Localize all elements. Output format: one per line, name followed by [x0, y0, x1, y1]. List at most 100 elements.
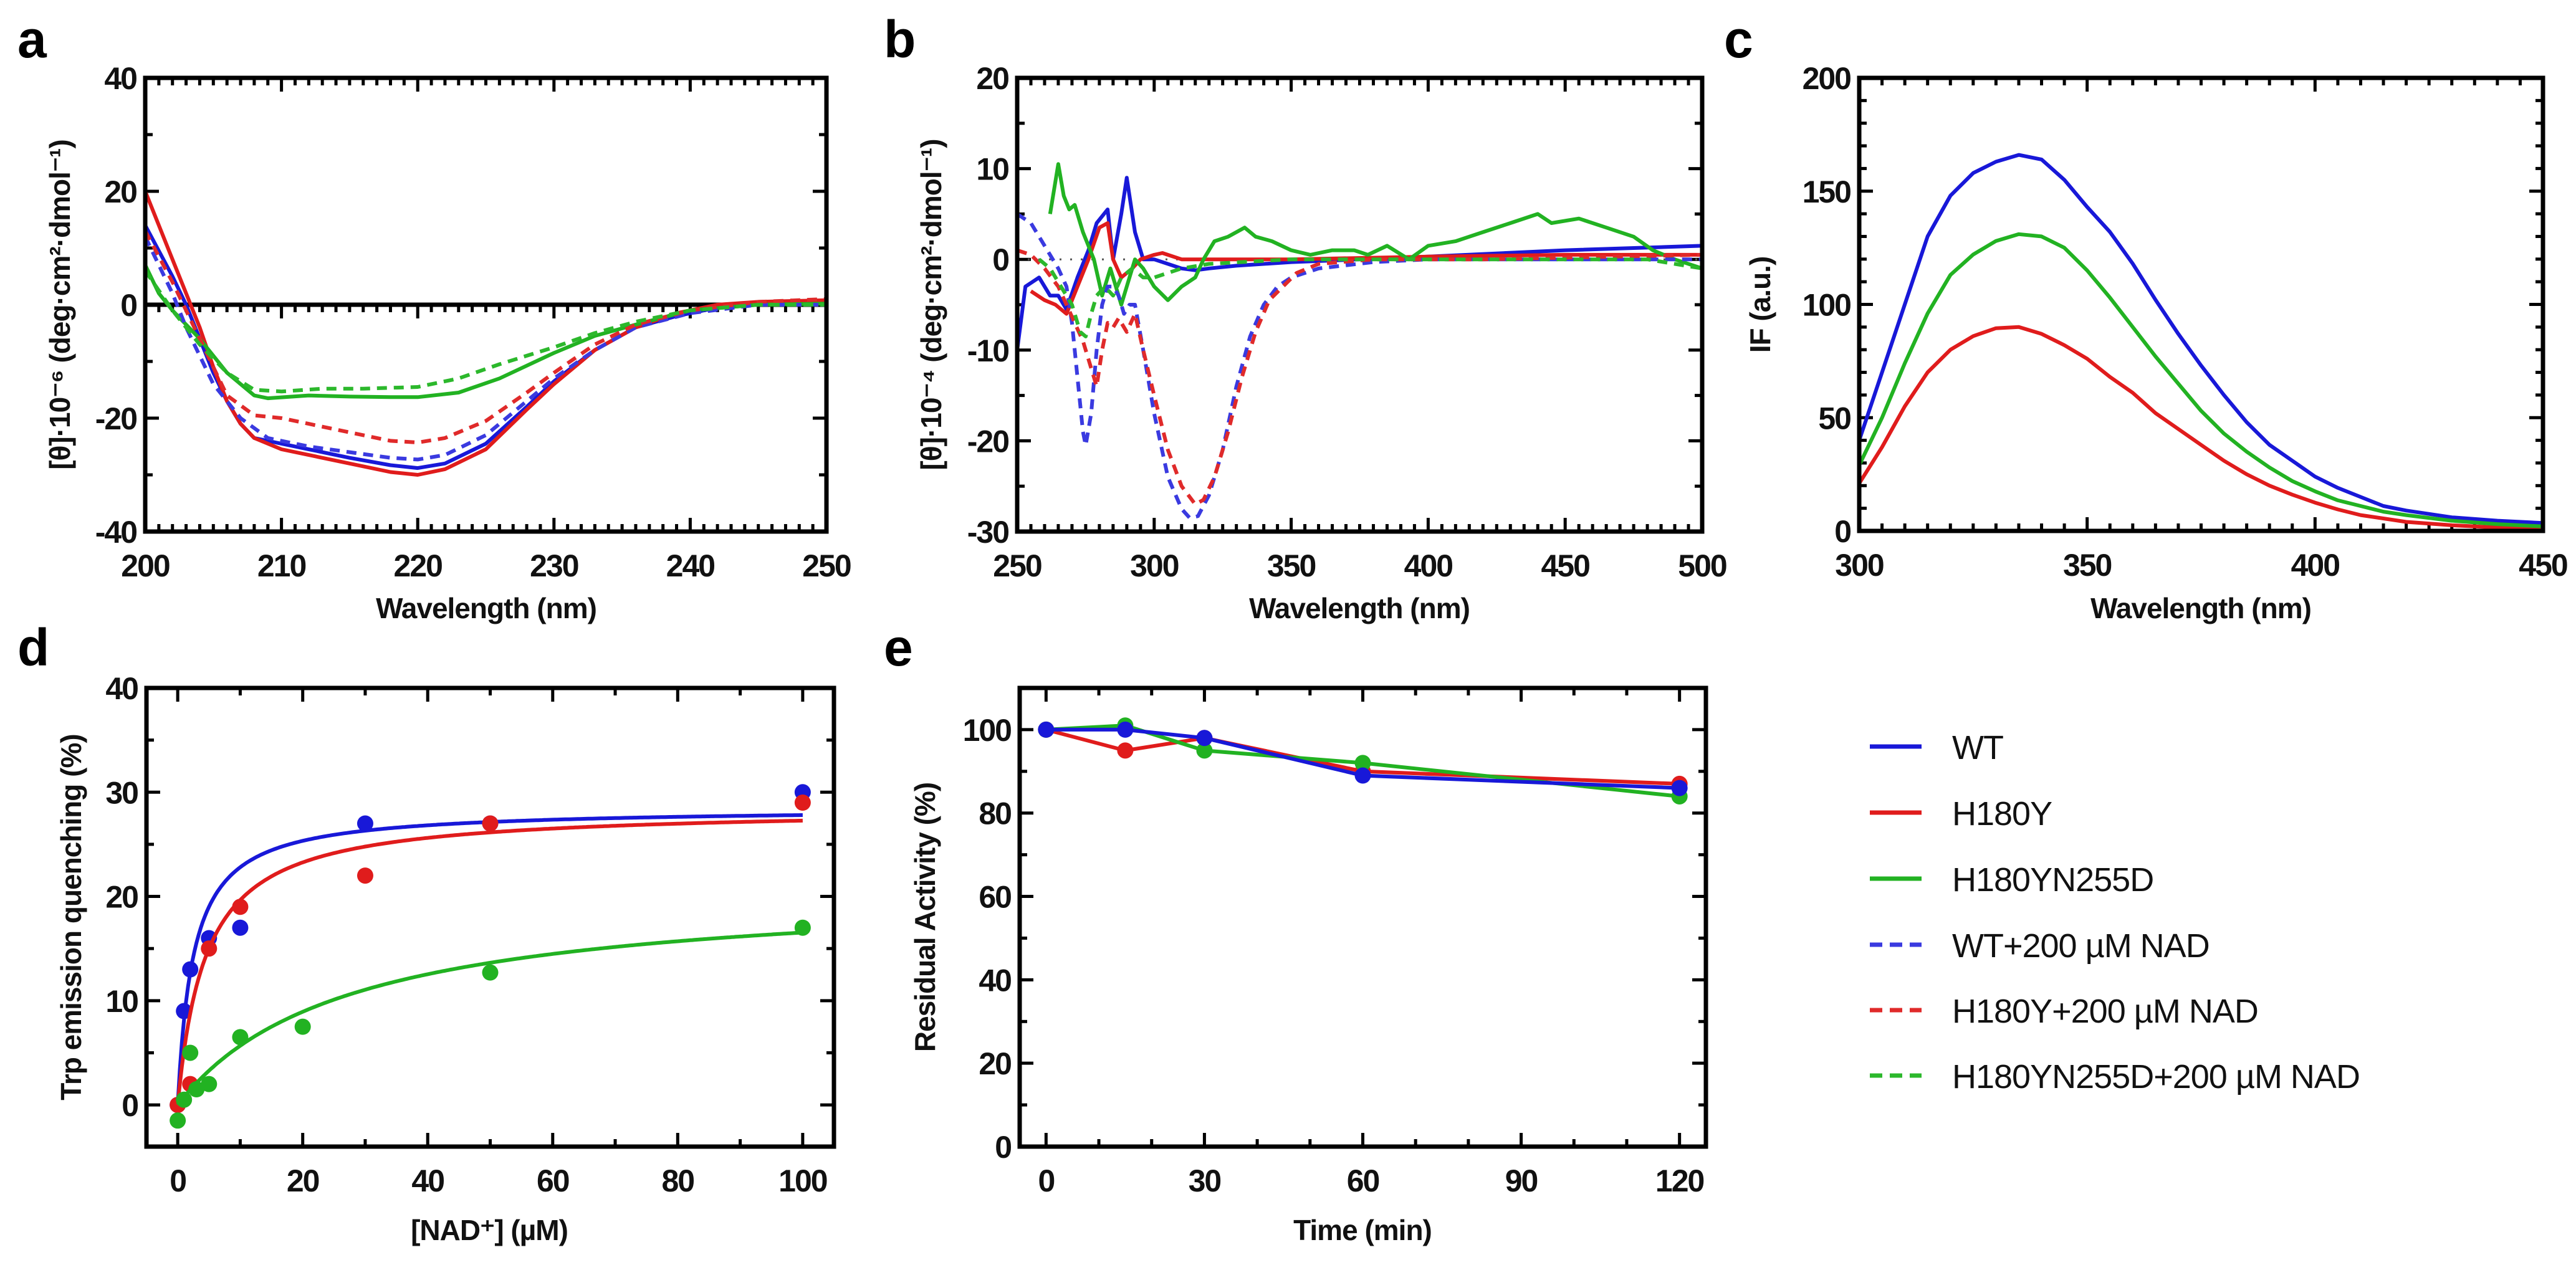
- series-h180yn255d-point: [482, 964, 499, 981]
- axes-frame: [1015, 75, 1705, 534]
- series-h180yn255d-point: [170, 1112, 186, 1129]
- y-tick-label: 100: [963, 713, 1012, 748]
- legend-label: H180Y: [1952, 795, 2052, 833]
- axis-ticks: [1020, 686, 1706, 1148]
- series-wt-marker: [1671, 780, 1688, 796]
- x-tick-label: 350: [1267, 548, 1316, 583]
- y-tick-label: 50: [1818, 401, 1851, 436]
- y-tick-label: 40: [104, 61, 136, 96]
- x-tick-label: 200: [121, 548, 170, 583]
- y-axis-title: Residual Activity (%): [909, 783, 941, 1052]
- series-h180yn255d-point: [176, 1091, 193, 1108]
- legend-label: H180YN255D: [1952, 861, 2153, 899]
- series-h180yn255d-point: [794, 919, 811, 936]
- series-h180y-marker: [1117, 742, 1134, 759]
- series-wt-marker: [1354, 767, 1371, 784]
- y-tick-label: 40: [979, 963, 1011, 998]
- series-h180yn255d-marker: [1354, 755, 1371, 771]
- panel-label: b: [884, 10, 916, 69]
- series-h180yn255d-line: [145, 264, 826, 401]
- x-tick-label: 30: [1189, 1163, 1221, 1198]
- y-tick-label: -30: [967, 515, 1008, 550]
- series-h180y-point: [201, 940, 218, 957]
- x-tick-label: 90: [1505, 1163, 1538, 1198]
- y-tick-label: 0: [1834, 514, 1851, 549]
- x-tick-label: 250: [993, 548, 1041, 583]
- series-h180yn255d-line: [1048, 162, 1702, 307]
- plot-area: [1859, 153, 2543, 531]
- series-wt-200-m-nad-line: [145, 236, 826, 462]
- y-tick-label: 150: [1803, 174, 1851, 209]
- y-tick-label: 0: [120, 288, 136, 323]
- series-wt-point: [232, 919, 249, 936]
- x-tick-label: 0: [1038, 1163, 1054, 1198]
- panel-b: b Wavelength (nm) [θ]·10⁻⁴ (deg·cm²·dmol…: [884, 10, 1728, 624]
- plot-area: [1017, 162, 1702, 520]
- x-tick-label: 450: [1541, 548, 1589, 583]
- x-axis-title: Wavelength (nm): [1249, 592, 1470, 624]
- x-tick-label: 500: [1678, 548, 1726, 583]
- axes-frame: [144, 685, 836, 1149]
- legend: WT H180Y H180YN255D WT+200 µM NAD H180Y+…: [1870, 729, 2360, 1096]
- panel-label: a: [17, 10, 47, 69]
- series-wt-marker: [1196, 730, 1213, 747]
- x-tick-label: 300: [1835, 548, 1884, 583]
- panel-a: a Wavelength (nm) [θ]·10⁻⁶ (deg·cm²·dmol…: [17, 10, 852, 624]
- y-tick-label: 20: [976, 61, 1008, 96]
- x-tick-label: 450: [2519, 548, 2567, 583]
- series-h180y-point: [232, 899, 249, 915]
- y-tick-label: 20: [979, 1046, 1011, 1081]
- y-tick-label: 30: [105, 775, 138, 810]
- y-axis-title: [θ]·10⁻⁴ (deg·cm²·dmol⁻¹): [915, 139, 947, 470]
- y-axis-title: IF (a.u.): [1744, 257, 1776, 353]
- axis-ticks: [146, 686, 834, 1147]
- series-h180yn255d-point: [294, 1018, 311, 1035]
- y-tick-label: 20: [105, 880, 138, 915]
- plot-area: [1038, 717, 1688, 804]
- x-axis-title: Wavelength (nm): [376, 592, 596, 624]
- y-tick-label: 10: [105, 984, 138, 1019]
- y-tick-label: -10: [967, 333, 1008, 368]
- y-tick-label: 10: [976, 152, 1008, 187]
- series-h180yn255d-200-m-nad-line: [145, 269, 826, 394]
- y-tick-label: 40: [105, 671, 138, 706]
- x-tick-label: 300: [1130, 548, 1179, 583]
- y-tick-label: 80: [979, 796, 1011, 831]
- y-tick-label: 100: [1803, 288, 1851, 323]
- x-tick-label: 80: [662, 1163, 694, 1198]
- panel-c: c Wavelength (nm) IF (a.u.) 300 350 400 450…: [1724, 10, 2569, 624]
- y-tick-label: 200: [1803, 61, 1851, 96]
- legend-label: WT: [1952, 729, 2003, 766]
- series-wt-marker: [1117, 721, 1134, 738]
- axis-ticks: [1857, 76, 2545, 533]
- y-tick-label: -20: [95, 401, 136, 436]
- x-tick-label: 240: [666, 548, 715, 583]
- series-wt-point: [182, 961, 199, 978]
- x-tick-label: 120: [1655, 1163, 1704, 1198]
- x-tick-label: 400: [2291, 548, 2340, 583]
- axes-frame: [1017, 685, 1708, 1149]
- x-tick-label: 60: [537, 1163, 569, 1198]
- y-tick-label: -40: [95, 515, 136, 550]
- x-axis-title: Time (min): [1293, 1214, 1432, 1246]
- series-h180y-line: [145, 190, 826, 477]
- series-wt-line: [1859, 153, 2543, 525]
- panel-e: e Time (min) Residual Activity (%) 0 30 60…: [884, 618, 1708, 1246]
- x-tick-label: 400: [1404, 548, 1453, 583]
- x-axis-title: [NAD⁺] (µM): [411, 1214, 568, 1246]
- legend-label: H180YN255D+200 µM NAD: [1952, 1058, 2360, 1096]
- series-wt-200-m-nad-line: [1017, 212, 1702, 520]
- legend-label: H180Y+200 µM NAD: [1952, 993, 2258, 1030]
- series-h180y-point: [357, 867, 373, 884]
- x-tick-label: 210: [257, 548, 306, 583]
- y-tick-label: -20: [967, 424, 1008, 459]
- series-h180yn255d-point: [188, 1081, 205, 1097]
- series-h180yn255d-point: [201, 1076, 218, 1092]
- plot-area: [145, 190, 826, 477]
- panel-label: d: [17, 618, 49, 677]
- series-h180y-200-m-nad-line: [145, 230, 826, 445]
- panel-label: c: [1724, 10, 1753, 69]
- series-h180yn255d-marker: [1196, 742, 1213, 759]
- series-h180y-point: [482, 815, 499, 832]
- series-h180y-point: [794, 795, 811, 811]
